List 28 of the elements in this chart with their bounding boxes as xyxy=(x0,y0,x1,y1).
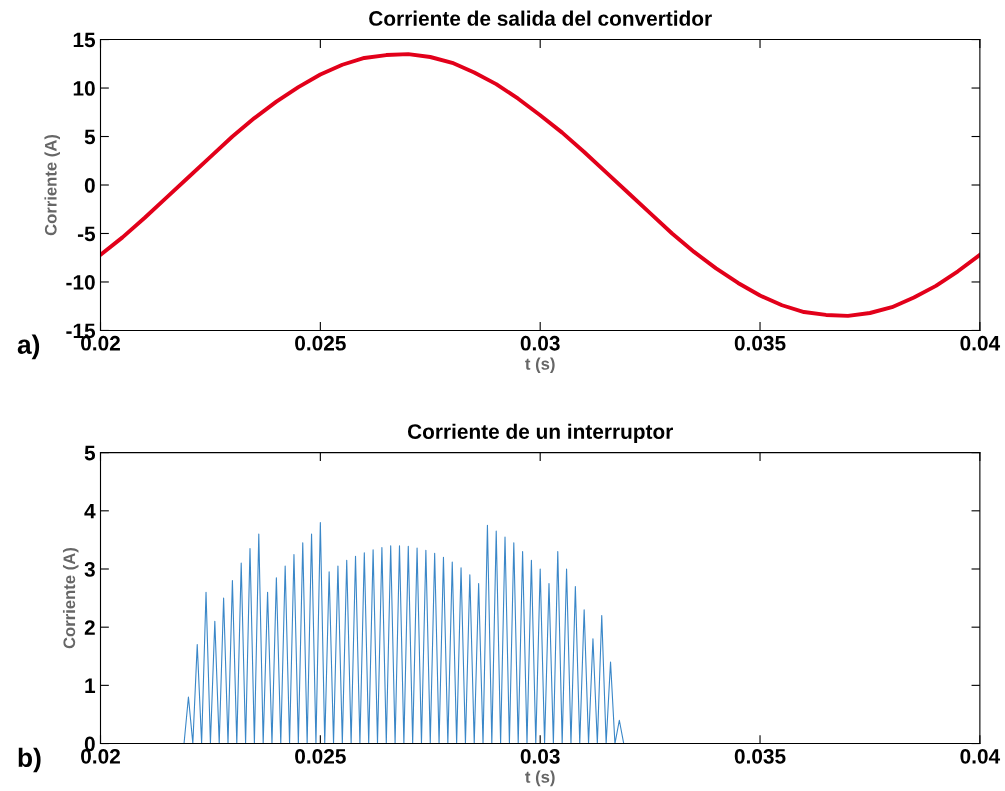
y-axis-title: Corriente (A) xyxy=(44,134,60,236)
y-tick-label: 5 xyxy=(84,129,96,145)
x-tick-label: 0.035 xyxy=(734,748,786,764)
x-tick-label: 0.04 xyxy=(960,748,1001,764)
x-tick-label: 0.03 xyxy=(520,748,560,764)
line-series xyxy=(100,52,980,318)
y-tick-label: 4 xyxy=(84,504,96,519)
y-tick-label: -5 xyxy=(77,226,96,242)
x-tick-label: 0.025 xyxy=(295,335,346,351)
x-tick-label: 0.025 xyxy=(295,748,346,764)
text: a) xyxy=(17,334,40,360)
x-tick-label: 0.04 xyxy=(960,335,1001,351)
x-tick-label: 0.03 xyxy=(520,335,560,351)
y-tick-label: -10 xyxy=(66,274,95,290)
y-axis-title: Corriente (A) xyxy=(62,547,79,649)
y-tick-label: 1 xyxy=(85,678,96,693)
y-tick-label: 3 xyxy=(84,562,95,577)
chart-title: Corriente de un interruptor xyxy=(407,423,673,444)
y-tick-label: 2 xyxy=(84,620,95,635)
x-axis-title: t (s) xyxy=(525,770,555,787)
y-tick-label: 5 xyxy=(84,445,96,461)
y-tick-label: 10 xyxy=(73,81,95,96)
x-tick-label: 0.035 xyxy=(734,335,786,351)
y-tick-label: 0 xyxy=(84,178,95,193)
text: b) xyxy=(18,747,41,773)
x-axis-title: t (s) xyxy=(525,357,555,374)
y-tick-label: 15 xyxy=(73,32,96,48)
chart-title: Corriente de salida del convertidor xyxy=(369,10,712,26)
